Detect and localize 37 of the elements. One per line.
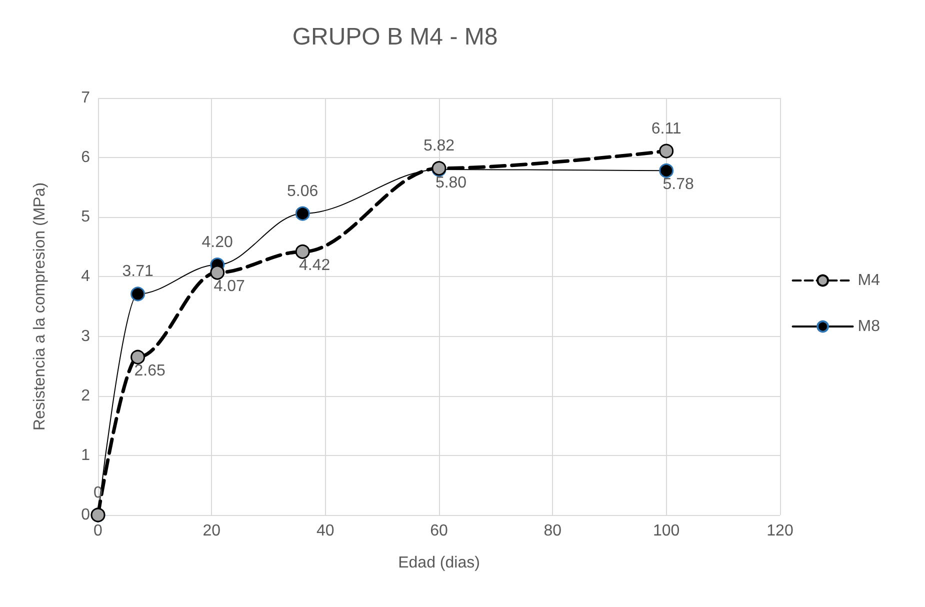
legend-label: M8 — [858, 318, 880, 335]
x-tick-label: 100 — [652, 522, 680, 540]
x-tick-label: 80 — [544, 522, 562, 540]
point — [130, 286, 146, 302]
y-tick-label: 0 — [81, 506, 90, 524]
y-tick-label: 6 — [81, 149, 90, 166]
legend-label: M4 — [858, 272, 880, 289]
y-tick-label: 4 — [81, 268, 90, 286]
y-tick-label: 7 — [81, 90, 90, 106]
y-axis-title: Resistencia a la compresion (MPa) — [32, 182, 48, 431]
data-label: 5.82 — [423, 138, 455, 155]
point — [659, 163, 674, 178]
point — [130, 350, 146, 364]
x-tick-label: 120 — [766, 522, 794, 540]
point — [210, 265, 225, 280]
y-tick-label: 1 — [81, 446, 90, 464]
x-tick-label: 20 — [202, 522, 221, 540]
x-tick-label: 40 — [316, 522, 334, 540]
point — [295, 244, 310, 259]
data-label: 2.65 — [134, 362, 166, 380]
data-label: 5.80 — [435, 174, 467, 192]
y-tick-label: 2 — [81, 387, 90, 404]
data-label: 3.71 — [122, 263, 154, 280]
data-label: 5.78 — [662, 176, 694, 193]
point — [295, 206, 310, 221]
data-label: 6.11 — [651, 120, 682, 138]
x-tick-label: 0 — [94, 522, 103, 540]
y-tick-label: 5 — [81, 208, 90, 226]
x-axis-title: Edad (dias) — [398, 554, 480, 572]
y-tick-label: 3 — [81, 328, 90, 345]
data-label: 5.06 — [287, 182, 318, 200]
data-label: 4.20 — [202, 234, 234, 252]
point — [659, 144, 674, 158]
chart-title: GRUPO B M4 - M8 — [292, 24, 498, 50]
data-label: 4.07 — [214, 278, 246, 295]
x-tick-label: 60 — [430, 522, 448, 540]
data-label: 4.42 — [299, 256, 330, 274]
